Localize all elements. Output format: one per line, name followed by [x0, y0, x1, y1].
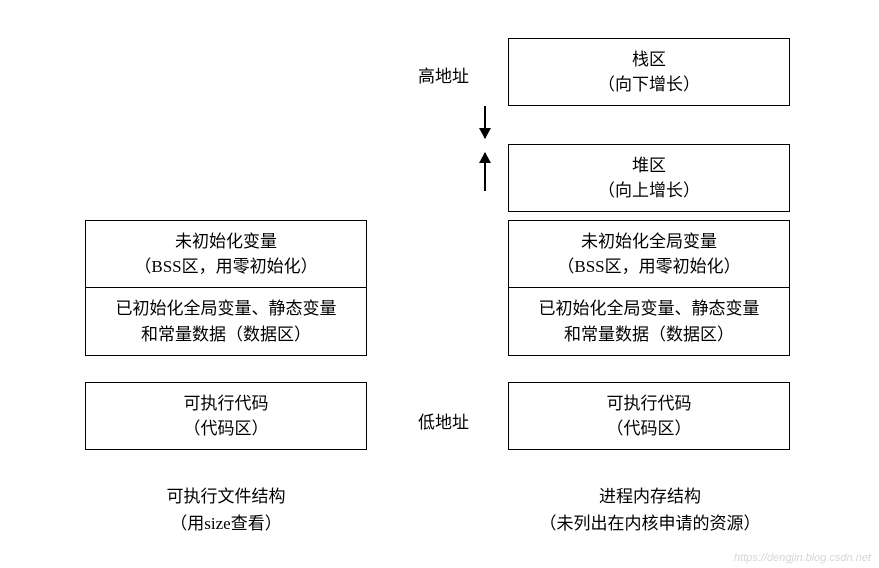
left-caption-line2: （用size查看）	[85, 510, 367, 537]
right-heap-line2: （向上增长）	[598, 178, 700, 204]
left-data-box: 已初始化全局变量、静态变量 和常量数据（数据区）	[85, 288, 367, 356]
right-stack-box: 栈区 （向下增长）	[508, 38, 790, 106]
right-data-line2: 和常量数据（数据区）	[564, 322, 734, 348]
arrow-up-icon	[484, 153, 486, 191]
right-caption-line2: （未列出在内核申请的资源）	[470, 510, 830, 537]
right-caption-line1: 进程内存结构	[470, 483, 830, 510]
right-caption: 进程内存结构 （未列出在内核申请的资源）	[470, 483, 830, 537]
left-bss-line2: （BSS区，用零初始化）	[134, 254, 317, 280]
left-data-line2: 和常量数据（数据区）	[141, 322, 311, 348]
right-data-line1: 已初始化全局变量、静态变量	[539, 296, 760, 322]
left-data-line1: 已初始化全局变量、静态变量	[116, 296, 337, 322]
right-bss-line2: （BSS区，用零初始化）	[557, 254, 740, 280]
right-code-line2: （代码区）	[607, 416, 692, 442]
right-code-box: 可执行代码 （代码区）	[508, 382, 790, 450]
left-code-line1: 可执行代码	[184, 391, 269, 417]
left-bss-line1: 未初始化变量	[175, 229, 277, 255]
left-caption-line1: 可执行文件结构	[85, 483, 367, 510]
right-heap-line1: 堆区	[632, 153, 666, 179]
right-data-box: 已初始化全局变量、静态变量 和常量数据（数据区）	[508, 288, 790, 356]
left-code-line2: （代码区）	[184, 416, 269, 442]
left-caption: 可执行文件结构 （用size查看）	[85, 483, 367, 537]
right-code-line1: 可执行代码	[607, 391, 692, 417]
high-address-label: 高地址	[418, 62, 469, 87]
right-bss-line1: 未初始化全局变量	[581, 229, 717, 255]
watermark-text: https://dengjin.blog.csdn.net	[734, 552, 871, 564]
low-address-label: 低地址	[418, 408, 469, 433]
left-code-box: 可执行代码 （代码区）	[85, 382, 367, 450]
right-bss-box: 未初始化全局变量 （BSS区，用零初始化）	[508, 220, 790, 288]
right-stack-line2: （向下增长）	[598, 72, 700, 98]
left-bss-box: 未初始化变量 （BSS区，用零初始化）	[85, 220, 367, 288]
right-stack-line1: 栈区	[632, 47, 666, 73]
right-heap-box: 堆区 （向上增长）	[508, 144, 790, 212]
arrow-down-icon	[484, 106, 486, 138]
